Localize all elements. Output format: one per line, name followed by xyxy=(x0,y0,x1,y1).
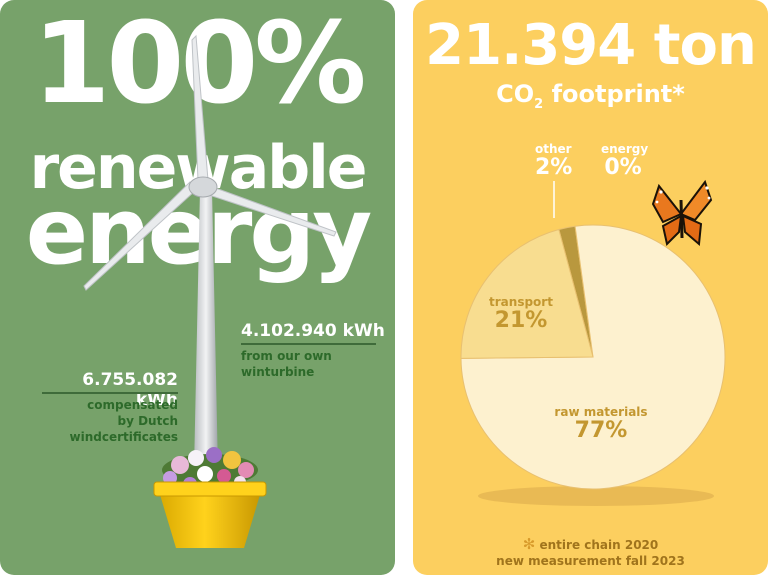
flower-pot-icon xyxy=(153,447,267,548)
turbine-description: from our own winturbine xyxy=(241,349,332,379)
co2-pie-chart xyxy=(460,181,726,506)
pie-slice-transport xyxy=(460,228,594,359)
footnote: ✻ entire chain 2020 new measurement fall… xyxy=(496,535,685,568)
certificates-underline xyxy=(42,392,178,394)
turbine-kwh-value: 4.102.940 kWh xyxy=(241,321,385,341)
co2-footprint-panel: 21.394 ton CO2 footprint* other 2% energy… xyxy=(413,0,768,575)
slice-label-energy: energy 0% xyxy=(601,142,649,180)
renewable-energy-panel: 100% renewable energy 4.102.940 xyxy=(0,0,395,575)
asterisk-icon: ✻ xyxy=(522,535,536,553)
wind-turbine-icon xyxy=(83,34,337,548)
slice-label-other: other 2% xyxy=(535,142,573,180)
co2-subtitle: CO2 footprint* xyxy=(496,80,685,112)
slice-label-transport: transport 21% xyxy=(489,295,553,333)
certificates-description: compensated by Dutch windcertificates xyxy=(69,398,178,444)
pie-slice-raw-materials xyxy=(460,224,726,490)
co2-total-value: 21.394 ton xyxy=(425,13,757,78)
butterfly-icon xyxy=(651,179,713,247)
slice-label-raw-materials: raw materials 77% xyxy=(554,405,648,443)
turbine-underline xyxy=(241,343,376,345)
certificates-kwh-value: 6.755.082 kWh xyxy=(82,370,178,410)
